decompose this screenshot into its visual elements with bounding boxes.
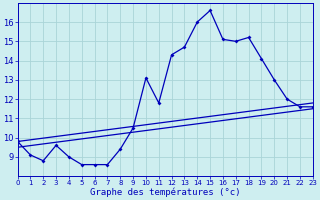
X-axis label: Graphe des températures (°c): Graphe des températures (°c) bbox=[90, 188, 240, 197]
